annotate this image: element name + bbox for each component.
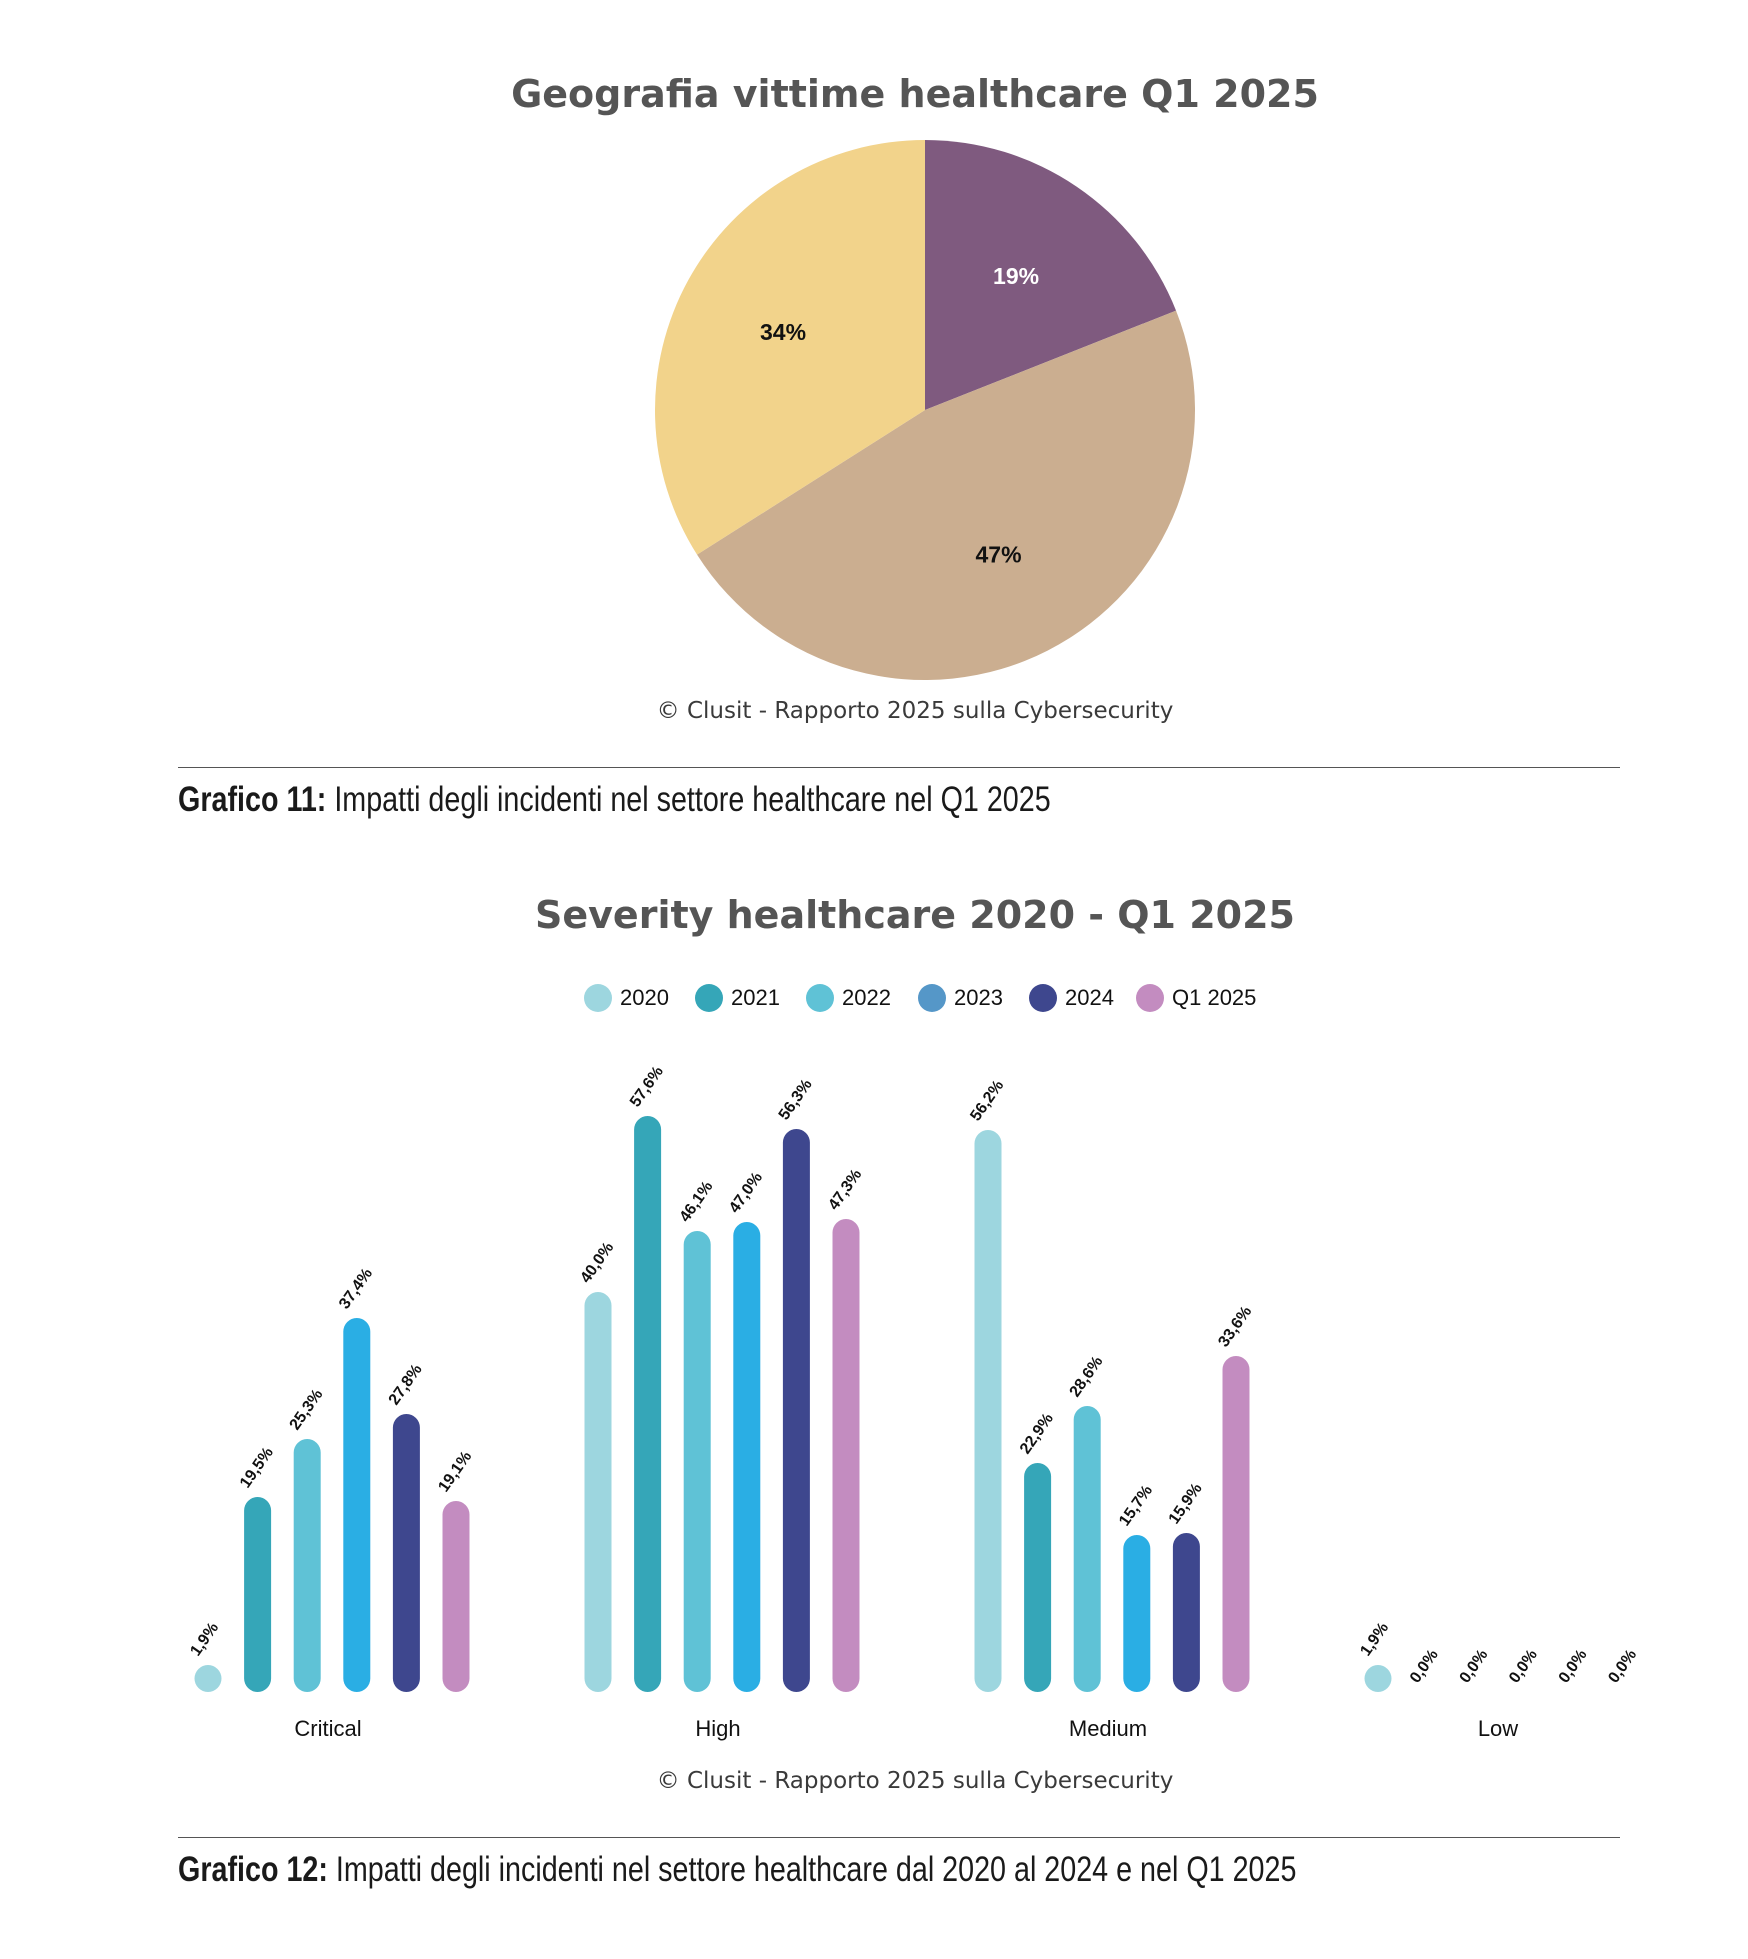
divider-bottom [178,1837,1620,1838]
legend-label: Q1 2025 [1172,985,1256,1010]
bar-value-label: 37,4% [336,1265,376,1312]
bar-value-label: 56,2% [967,1077,1007,1124]
pie-chart-title: Geografia vittime healthcare Q1 2025 [511,72,1319,116]
bar-high-2022 [683,1231,711,1692]
bar-value-label: 46,1% [677,1178,717,1225]
bar-value-label: 19,5% [237,1444,277,1491]
bar-value-label: 57,6% [627,1063,667,1110]
bar-value-label: 40,0% [577,1239,617,1286]
pie-slice-34% [654,140,925,555]
bar-value-label: 0,0% [1407,1647,1442,1687]
legend-swatch-2022 [806,984,834,1012]
legend-label: 2022 [842,985,891,1010]
pie-source-note: © Clusit - Rapporto 2025 sulla Cybersecu… [656,698,1174,724]
bar-critical-2024 [392,1414,420,1692]
bar-high-Q1-2025 [832,1219,860,1692]
bar-value-label: 28,6% [1067,1353,1107,1400]
bar-critical-2020 [194,1665,222,1692]
divider-top [178,767,1620,768]
category-label-medium: Medium [1069,1716,1147,1741]
bar-medium-2022 [1073,1406,1101,1692]
caption-graph-12: Grafico 12: Impatti degli incidenti nel … [178,1850,1296,1890]
bar-value-label: 19,1% [435,1448,475,1495]
legend-swatch-2020 [584,984,612,1012]
bar-medium-2020 [974,1130,1002,1692]
bar-critical-2021 [244,1497,272,1692]
pie-slice-19% [925,140,1177,410]
bar-high-2020 [584,1292,612,1692]
bar-critical-Q1-2025 [442,1501,470,1692]
bar-value-label: 15,9% [1166,1480,1206,1527]
legend-label: 2021 [731,985,780,1010]
bar-value-label: 0,0% [1605,1647,1640,1687]
bar-value-label: 27,8% [386,1361,426,1408]
bar-value-label: 47,3% [825,1166,865,1213]
bar-value-label: 47,0% [726,1169,766,1216]
bar-value-label: 33,6% [1215,1303,1255,1350]
caption-graph-11: Grafico 11: Impatti degli incidenti nel … [178,780,1051,820]
legend-label: 2024 [1065,985,1114,1010]
pie-chart: 19% 47% 34% [654,140,1196,680]
bar-value-label: 25,3% [287,1386,327,1433]
category-label-high: High [695,1716,740,1741]
bar-value-label: 0,0% [1506,1647,1541,1687]
legend-swatch-Q1-2025 [1136,984,1164,1012]
legend-swatch-2024 [1029,984,1057,1012]
legend-label: 2023 [954,985,1003,1010]
bar-chart-title: Severity healthcare 2020 - Q1 2025 [535,893,1295,937]
bar-value-label: 22,9% [1017,1410,1057,1457]
bar-value-label: 1,9% [187,1620,222,1660]
bar-critical-2023 [343,1318,371,1692]
legend-swatch-2021 [695,984,723,1012]
caption-graph-11-label: Grafico 11: [178,780,327,819]
bar-medium-Q1-2025 [1222,1356,1250,1692]
caption-graph-11-text: Impatti degli incidenti nel settore heal… [326,780,1051,819]
pie-slice-label: 34% [760,319,806,345]
pie-slice-label: 47% [976,541,1022,567]
bar-critical-2022 [293,1439,321,1692]
category-label-low: Low [1478,1716,1518,1741]
category-label-critical: Critical [294,1716,361,1741]
bar-source-note: © Clusit - Rapporto 2025 sulla Cybersecu… [656,1768,1174,1794]
bar-medium-2024 [1172,1533,1200,1692]
legend-swatch-2023 [918,984,946,1012]
bar-high-2023 [733,1222,761,1692]
bar-low-2020 [1364,1665,1392,1692]
bar-value-label: 0,0% [1457,1647,1492,1687]
caption-graph-12-label: Grafico 12: [178,1850,328,1889]
caption-graph-12-text: Impatti degli incidenti nel settore heal… [327,1850,1297,1889]
pie-slice-47% [697,310,1196,680]
pie-slice-label: 19% [993,263,1039,289]
bar-value-label: 15,7% [1116,1482,1156,1529]
bar-medium-2021 [1024,1463,1052,1692]
bar-high-2024 [782,1129,810,1692]
bar-value-label: 1,9% [1357,1620,1392,1660]
bar-high-2021 [634,1116,662,1692]
bar-value-label: 56,3% [776,1076,816,1123]
bar-value-label: 0,0% [1556,1647,1591,1687]
legend-label: 2020 [620,985,669,1010]
bar-medium-2023 [1123,1535,1151,1692]
